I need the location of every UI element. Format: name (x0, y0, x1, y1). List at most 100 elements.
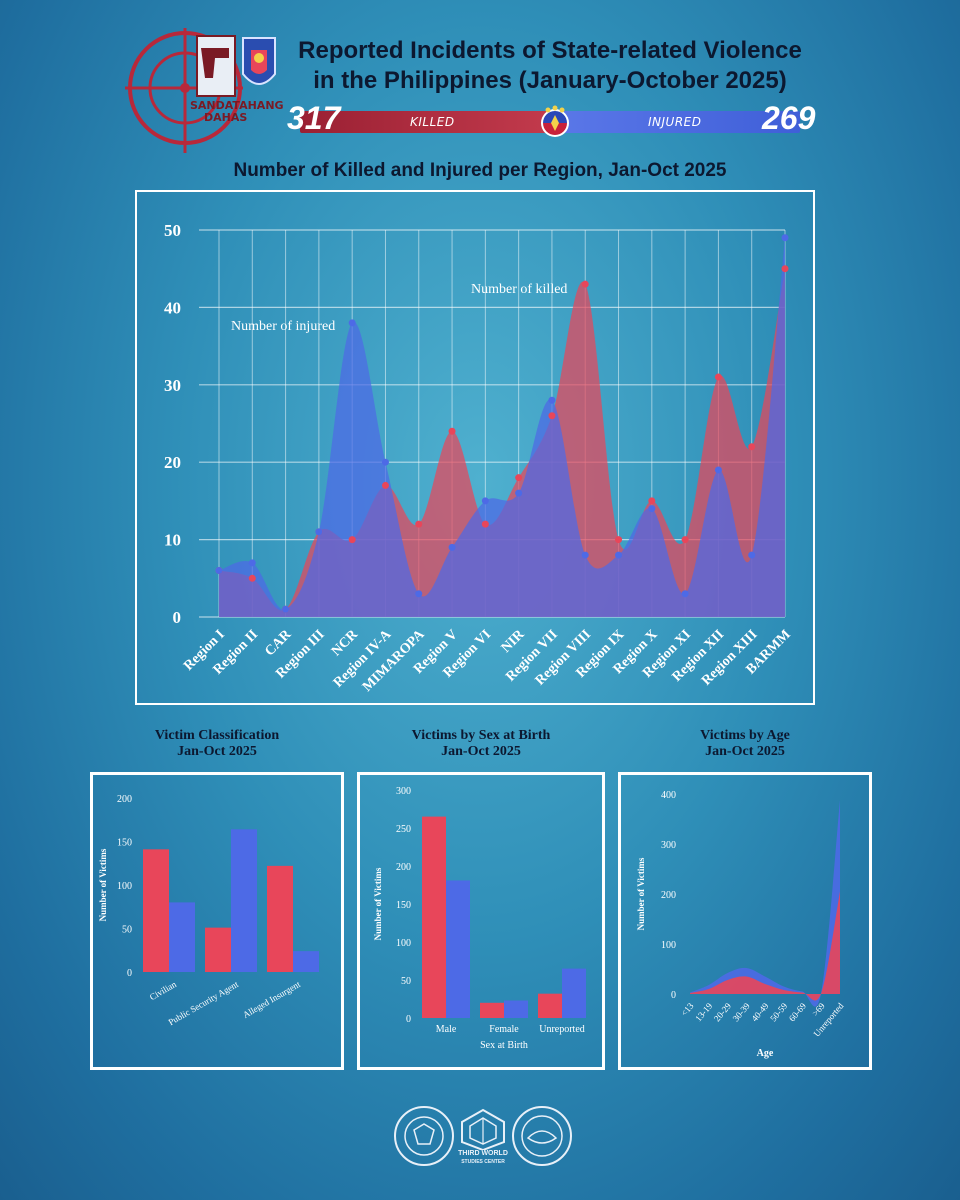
x-tick-label: Unreported (539, 1024, 585, 1035)
x-tick-label: Civilian (148, 979, 179, 1002)
y-tick-label: 100 (661, 940, 676, 951)
title-line2: in the Philippines (January-October 2025… (313, 67, 787, 94)
x-tick-label: 60-69 (787, 1000, 808, 1023)
y-tick-label: 0 (406, 1014, 411, 1025)
classification-frame (90, 772, 344, 1070)
injured-bar (446, 880, 470, 1018)
y-tick-label: 0 (173, 608, 182, 627)
y-tick-label: 200 (117, 794, 132, 805)
injured-point (481, 497, 489, 505)
y-tick-label: 50 (401, 976, 411, 987)
injured-point (781, 234, 789, 242)
x-tick-label: Public Security Agent (167, 979, 241, 1027)
injured-area (219, 237, 785, 618)
injured-point (215, 567, 223, 575)
x-tick-label: NIR (499, 627, 528, 656)
killed-point (381, 481, 389, 489)
sex-frame (357, 772, 605, 1070)
y-tick-label: 250 (396, 824, 411, 835)
killed-point (581, 280, 589, 288)
killed-point (548, 412, 556, 420)
injured-point (515, 489, 523, 497)
injured-point (615, 551, 623, 559)
age-title-line1: Victims by Age (700, 728, 790, 743)
injured-bar (293, 951, 319, 972)
killed-bar (205, 927, 231, 972)
injured-point (648, 505, 656, 513)
killed-bar (267, 865, 293, 972)
y-axis-label: Number of Victims (373, 867, 383, 940)
injured-point (415, 590, 423, 598)
y-tick-label: 50 (122, 925, 132, 936)
y-tick-label: 40 (164, 298, 181, 317)
logo-line1: SANDATAHANG (190, 99, 284, 112)
sex-bar-chart: 0 50 100 150 200 250 300 Male Female Unreported Nu… (373, 786, 586, 1051)
classification-title-line1: Victim Classification (154, 728, 280, 743)
y-tick-label: 20 (164, 453, 181, 472)
x-tick-label: Female (489, 1024, 519, 1035)
sex-title-line1: Victims by Sex at Birth (411, 728, 551, 743)
main-chart-title: Number of Killed and Injured per Region,… (233, 160, 727, 181)
killed-bar (300, 111, 550, 133)
y-tick-label: 150 (396, 900, 411, 911)
third-world-studies-logo (461, 1108, 505, 1150)
logo-text: SANDATAHANG DAHAS (190, 100, 284, 124)
x-axis-label: Sex at Birth (480, 1040, 528, 1051)
annotation-killed: Number of killed (471, 282, 567, 297)
killed-bar (422, 816, 446, 1018)
killed-point (748, 443, 756, 451)
classification-title: Victim Classification Jan-Oct 2025 (90, 728, 344, 760)
x-tick-label: Male (436, 1024, 457, 1035)
killed-point (448, 427, 456, 435)
injured-area (690, 800, 840, 1007)
y-tick-label: 10 (164, 531, 181, 550)
killed-point (348, 536, 356, 544)
injured-point (748, 551, 756, 559)
third-world-line1: THIRD WORLD (458, 1150, 508, 1157)
sandatahang-dahas-logo (125, 28, 276, 153)
main-chart-frame (135, 190, 815, 705)
killed-bar (480, 1002, 504, 1018)
x-tick-label: Alleged Insurgent (241, 979, 302, 1020)
y-tick-label: 400 (661, 790, 676, 801)
y-tick-label: 200 (396, 862, 411, 873)
injured-point (548, 396, 556, 404)
injured-bar (560, 111, 800, 133)
title-line1: Reported Incidents of State-related Viol… (298, 37, 802, 64)
killed-point (615, 536, 623, 544)
injured-bar (169, 902, 195, 972)
y-axis-label: Number of Victims (98, 848, 108, 921)
university-seal-logo (394, 1106, 454, 1166)
killed-label: KILLED (410, 115, 455, 129)
killed-bar (538, 993, 562, 1018)
killed-point (248, 574, 256, 582)
sex-title: Victims by Sex at Birth Jan-Oct 2025 (357, 728, 605, 760)
x-axis-label: Age (757, 1048, 774, 1059)
third-world-line2: STUDIES CENTER (461, 1159, 505, 1165)
age-title-line2: Jan-Oct 2025 (705, 744, 785, 759)
y-axis-label: Number of Victims (636, 857, 646, 930)
injured-label: INJURED (648, 115, 702, 129)
third-world-logo-text: THIRD WORLD STUDIES CENTER (452, 1150, 514, 1166)
y-tick-label: 30 (164, 376, 181, 395)
y-tick-label: 0 (127, 968, 132, 979)
college-seal-logo (512, 1106, 572, 1166)
y-tick-label: 300 (661, 840, 676, 851)
page-title: Reported Incidents of State-related Viol… (290, 36, 810, 96)
x-tick-label: 50-59 (768, 1000, 789, 1023)
killed-point (714, 373, 722, 381)
injured-point (282, 605, 290, 613)
injured-bar (504, 1000, 528, 1018)
killed-point (681, 536, 689, 544)
killed-area (690, 891, 840, 1001)
killed-point (648, 497, 656, 505)
x-tick-label: 13-19 (693, 1000, 714, 1023)
injured-point (581, 551, 589, 559)
y-tick-label: 300 (396, 786, 411, 797)
injured-point (448, 543, 456, 551)
philippine-seal-icon (541, 105, 569, 137)
y-tick-label: 100 (396, 938, 411, 949)
killed-point (781, 265, 789, 273)
x-tick-label: 30-39 (731, 1000, 752, 1023)
